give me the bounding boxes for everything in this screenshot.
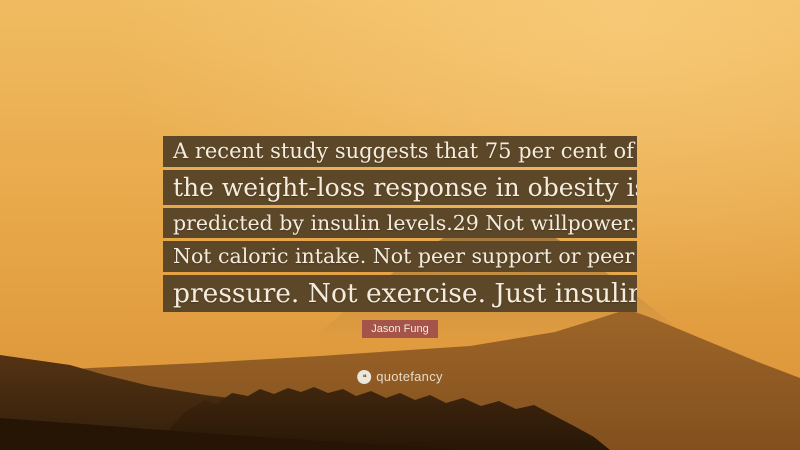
jagged-foreground-ridge	[150, 387, 610, 450]
quote-line-5: pressure. Not exercise. Just insulin.	[163, 274, 637, 312]
quotefancy-watermark[interactable]: ❛❛ quotefancy	[357, 369, 443, 384]
quotefancy-logo-icon: ❛❛	[357, 369, 372, 384]
author-name: Jason Fung	[371, 322, 429, 335]
quote-line-4: Not caloric intake. Not peer support or …	[163, 241, 637, 272]
quote-line-3: predicted by insulin levels.29 Not willp…	[163, 208, 637, 239]
quote-line-1: A recent study suggests that 75 per cent…	[163, 136, 637, 167]
quote-line-2: the weight-loss response in obesity is	[163, 169, 637, 206]
dark-bottom-band	[0, 418, 460, 450]
watermark-brand: quotefancy	[376, 369, 443, 384]
author-badge[interactable]: Jason Fung	[362, 319, 438, 338]
quote-block: A recent study suggests that 75 per cent…	[163, 136, 637, 338]
